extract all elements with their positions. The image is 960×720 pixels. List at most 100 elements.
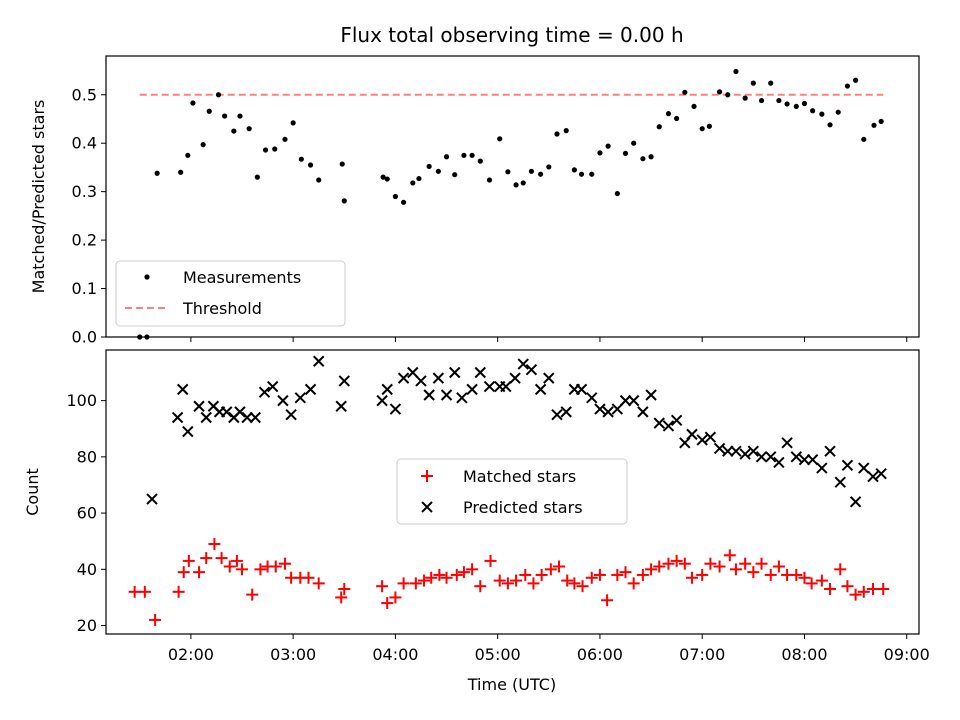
ratio-panel-frame xyxy=(105,55,920,338)
matched-star-point xyxy=(519,568,532,581)
matched-star-point xyxy=(493,574,506,587)
measurement-point xyxy=(246,126,252,132)
measurement-point xyxy=(469,152,475,158)
measurement-point xyxy=(200,142,206,148)
ratio-y-tick-label: 0.5 xyxy=(72,85,97,104)
measurement-point xyxy=(316,177,322,183)
predicted-star-point xyxy=(449,366,461,379)
matched-star-point xyxy=(568,577,581,590)
measurement-point xyxy=(844,83,851,89)
predicted-star-point xyxy=(525,363,538,376)
measurement-point xyxy=(674,115,680,122)
matched-star-point xyxy=(381,597,394,610)
count-y-tick-label: 20 xyxy=(77,616,97,635)
matched-star-point xyxy=(457,566,470,579)
matched-star-point xyxy=(670,554,683,567)
x-tick-label: 08:00 xyxy=(781,645,827,664)
matched-star-point xyxy=(627,577,640,590)
matched-star-point xyxy=(215,552,228,565)
measurement-point xyxy=(410,180,416,186)
measurement-point xyxy=(776,97,782,104)
matched-star-point xyxy=(208,538,221,551)
measurement-point xyxy=(435,168,441,174)
matched-star-point xyxy=(798,571,811,584)
measurement-point xyxy=(443,154,450,160)
matched-star-point xyxy=(269,560,282,573)
predicted-star-point xyxy=(517,358,529,370)
matched-star-point xyxy=(849,588,862,601)
matched-star-point xyxy=(747,566,760,579)
matched-star-point xyxy=(805,577,818,590)
measurement-point xyxy=(237,113,243,119)
predicted-star-point xyxy=(765,451,777,463)
matched-star-point xyxy=(576,580,589,593)
matched-star-point xyxy=(425,571,438,584)
matched-star-point xyxy=(149,613,162,626)
matched-star-point xyxy=(510,574,523,587)
matched-star-point xyxy=(501,577,514,590)
predicted-star-point xyxy=(637,406,649,418)
measurement-point xyxy=(384,176,390,182)
predicted-star-point xyxy=(594,403,606,415)
measurement-point xyxy=(206,108,212,114)
ratio-legend-box xyxy=(115,260,346,327)
matched-star-point xyxy=(338,583,351,596)
measurement-point xyxy=(307,162,314,168)
measurement-point xyxy=(416,175,422,182)
ratio-panel: 0.0 0.1 0.2 0.3 0.4 0.5 Matched/Predicted sta… xyxy=(29,55,920,347)
matched-star-point xyxy=(866,583,879,596)
measurement-point xyxy=(742,95,748,101)
predicted-star-point xyxy=(376,394,388,407)
matched-star-point xyxy=(713,560,726,573)
ratio-y-axis-label: Matched/Predicted stars xyxy=(29,100,48,294)
legend-threshold-label: Threshold xyxy=(182,299,262,318)
measurement-point xyxy=(571,167,577,173)
measurement-point xyxy=(614,190,620,197)
count-legend-box xyxy=(396,458,628,525)
predicted-star-point xyxy=(266,380,279,393)
measurement-point xyxy=(578,171,585,177)
measurement-point xyxy=(733,68,739,75)
matched-star-point xyxy=(553,560,566,573)
matched-star-point xyxy=(755,557,768,570)
measurement-point xyxy=(605,143,611,149)
predicted-star-point xyxy=(696,434,708,446)
predicted-star-point xyxy=(816,462,828,474)
matched-star-point xyxy=(619,566,632,579)
count-y-axis-label: Count xyxy=(23,468,42,516)
matched-star-point xyxy=(585,571,598,584)
predicted-star-point xyxy=(338,375,350,387)
matched-star-point xyxy=(601,594,614,607)
predicted-star-point xyxy=(722,445,734,457)
measurement-point xyxy=(392,193,399,200)
matched-star-point xyxy=(535,568,548,581)
matched-star-point xyxy=(172,585,185,598)
measurement-point xyxy=(497,136,503,142)
matched-star-point xyxy=(841,580,854,593)
measurement-point xyxy=(520,180,526,186)
ratio-y-tick-label: 0.4 xyxy=(72,134,97,153)
matched-star-point xyxy=(723,549,736,562)
measurement-point xyxy=(725,92,731,98)
predicted-star-point xyxy=(755,451,768,463)
matched-star-point xyxy=(764,568,777,581)
chart-title: Flux total observing time = 0.00 h xyxy=(340,23,683,47)
predicted-star-point xyxy=(560,406,572,418)
predicted-star-point xyxy=(875,468,887,480)
matched-star-point xyxy=(418,574,431,587)
predicted-star-point xyxy=(627,394,640,407)
predicted-star-point xyxy=(313,355,325,367)
predicted-star-point xyxy=(440,389,453,401)
measurement-point xyxy=(215,92,222,98)
matched-star-point xyxy=(177,566,190,579)
predicted-star-point xyxy=(474,366,486,379)
measurement-point xyxy=(878,118,884,125)
measurement-point xyxy=(631,140,637,146)
measurement-point xyxy=(426,163,432,170)
matched-star-point xyxy=(193,566,206,579)
measurement-point xyxy=(716,89,723,95)
matched-star-point xyxy=(790,568,803,581)
predicted-star-point xyxy=(619,394,632,407)
predicted-star-point xyxy=(500,380,512,393)
matched-star-point xyxy=(678,557,691,570)
